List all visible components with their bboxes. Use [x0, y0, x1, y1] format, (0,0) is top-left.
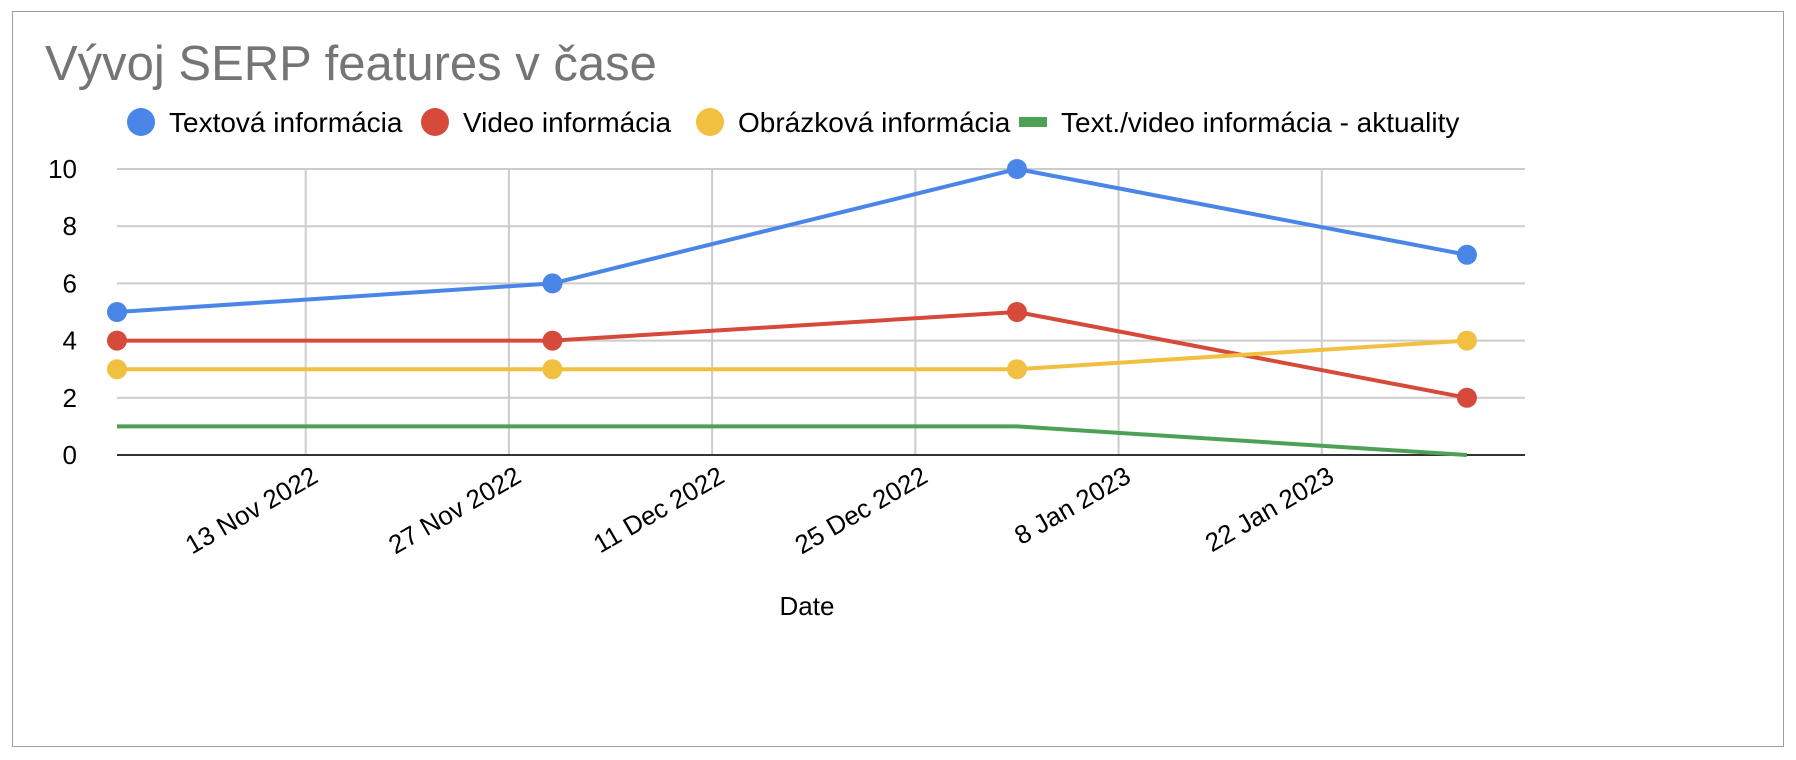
- chart-container: Vývoj SERP features v čase Textová infor…: [12, 11, 1784, 747]
- y-tick-label-6: 6: [63, 268, 77, 298]
- data-point-obrazkova-informacia-2022-10-31[interactable]: [107, 359, 127, 380]
- grid: [117, 168, 1525, 455]
- y-tick-label-0: 0: [63, 440, 77, 470]
- data-point-obrazkova-informacia-2022-11-30[interactable]: [542, 359, 563, 380]
- x-tick-label-2022-11-13: 13 Nov 2022: [180, 460, 323, 560]
- legend-marker-obrazkova-informacia: [696, 108, 724, 136]
- series-lines: [116, 167, 1468, 457]
- x-tick-label-2023-01-08: 8 Jan 2023: [1009, 460, 1135, 550]
- series-line-obrazkova-informacia: [117, 338, 1468, 372]
- data-point-textova-informacia-2022-11-30[interactable]: [542, 273, 563, 294]
- y-axis-ticks: 0 2 4 6 8 10: [48, 154, 77, 470]
- legend-label-textova-informacia: Textová informácia: [169, 107, 403, 138]
- data-point-textova-informacia-2023-01-01[interactable]: [1006, 159, 1027, 179]
- legend-marker-text-video-informacia-aktuality: [1019, 117, 1047, 127]
- chart-title: Vývoj SERP features v čase: [45, 37, 657, 91]
- data-point-video-informacia-2023-02-01[interactable]: [1456, 387, 1477, 408]
- legend-label-video-informacia: Video informácia: [463, 107, 671, 138]
- y-tick-label-4: 4: [63, 326, 77, 356]
- y-tick-label-8: 8: [63, 211, 77, 241]
- line-chart: Vývoj SERP features v čase Textová infor…: [45, 37, 1525, 621]
- x-axis-ticks: 13 Nov 2022 27 Nov 2022 11 Dec 2022 25 Dec …: [180, 460, 1339, 560]
- x-tick-label-2022-11-27: 27 Nov 2022: [383, 460, 526, 560]
- y-tick-label-10: 10: [48, 154, 77, 184]
- legend-label-obrazkova-informacia: Obrázková informácia: [738, 107, 1011, 138]
- data-point-obrazkova-informacia-2023-02-01[interactable]: [1456, 330, 1477, 351]
- x-axis-label: Date: [780, 591, 835, 621]
- legend: Textová informácia Video informácia Obrázk…: [127, 107, 1459, 138]
- legend-label-text-video-informacia-aktuality: Text./video informácia - aktuality: [1061, 107, 1459, 138]
- series-line-textova-informacia: [116, 167, 1468, 314]
- data-point-obrazkova-informacia-2023-01-01[interactable]: [1006, 359, 1027, 380]
- data-point-video-informacia-2023-01-01[interactable]: [1006, 302, 1027, 322]
- x-tick-label-2023-01-22: 22 Jan 2023: [1200, 460, 1339, 558]
- data-point-textova-informacia-2023-02-01[interactable]: [1456, 244, 1477, 265]
- data-point-video-informacia-2022-10-31[interactable]: [107, 330, 127, 351]
- legend-marker-video-informacia: [421, 108, 449, 136]
- data-point-video-informacia-2022-11-30[interactable]: [542, 330, 563, 351]
- series-line-text-video-informacia-aktuality: [117, 424, 1468, 457]
- legend-marker-textova-informacia: [127, 108, 155, 136]
- data-point-textova-informacia-2022-10-31[interactable]: [107, 302, 127, 322]
- x-tick-label-2022-12-11: 11 Dec 2022: [588, 460, 729, 559]
- y-tick-label-2: 2: [63, 383, 77, 413]
- x-tick-label-2022-12-25: 25 Dec 2022: [790, 460, 933, 560]
- series-points: [107, 159, 1477, 408]
